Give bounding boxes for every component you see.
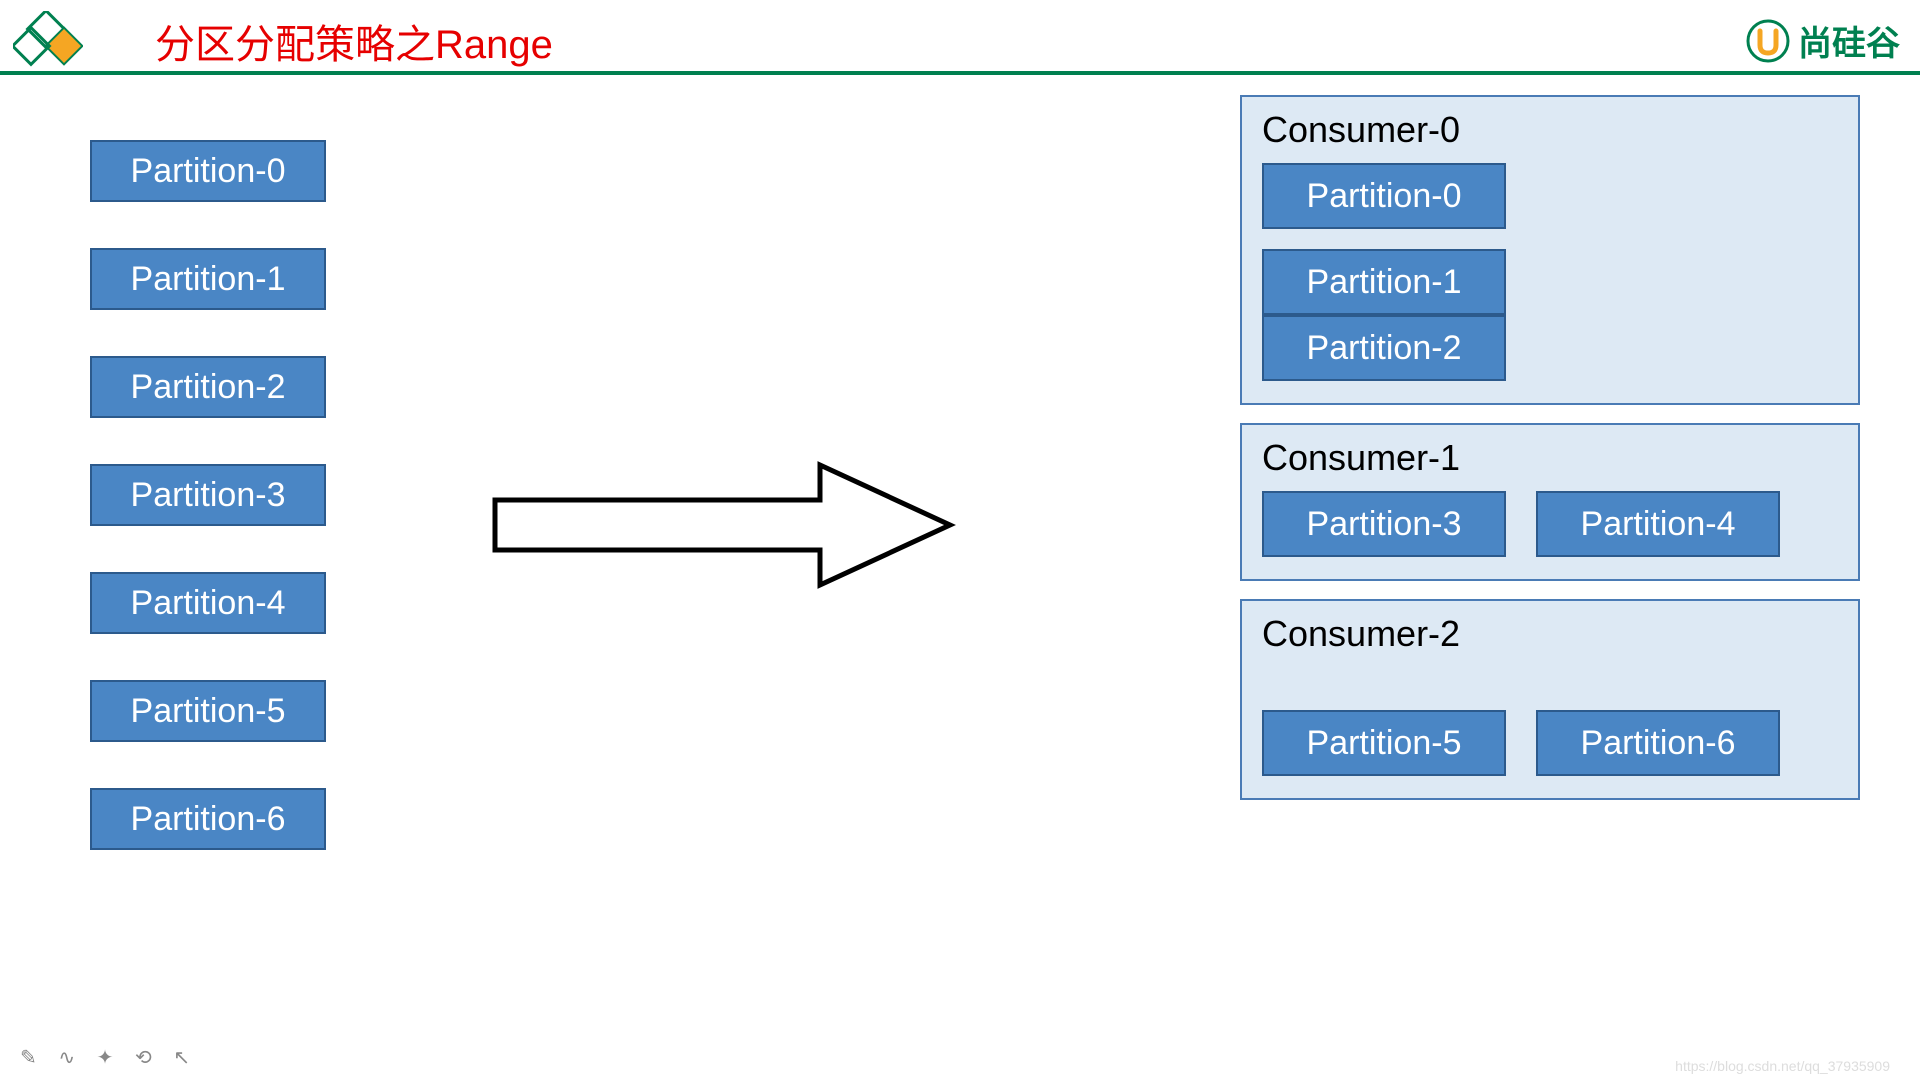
source-partition-3: Partition-3 xyxy=(90,464,326,526)
logo-left-icon xyxy=(10,8,85,73)
slide-header: 分区分配策略之Range 尚硅谷 xyxy=(0,0,1920,75)
consumer-box-0: Consumer-0 Partition-0 Partition-1Partitio… xyxy=(1240,95,1860,405)
consumer-2-partition-0-1: Partition-6 xyxy=(1536,710,1780,776)
source-partition-4: Partition-4 xyxy=(90,572,326,634)
consumer-1-partition-0-1: Partition-4 xyxy=(1536,491,1780,557)
slide-title: 分区分配策略之Range xyxy=(155,12,553,70)
slide-content: Partition-0Partition-1Partition-2Partiti… xyxy=(0,75,1920,1080)
footer-tool-icons: ✎ ∿ ✦ ⟲ ↖ xyxy=(20,1045,198,1070)
source-partition-5: Partition-5 xyxy=(90,680,326,742)
consumer-0-partition-1-1: Partition-2 xyxy=(1262,315,1506,381)
consumer-title-0: Consumer-0 xyxy=(1262,109,1838,151)
consumer-box-1: Consumer-1 Partition-3 Partition-4 xyxy=(1240,423,1860,581)
consumer-title-2: Consumer-2 xyxy=(1262,613,1838,655)
assignment-arrow xyxy=(490,455,960,600)
consumer-0-partition-1-0: Partition-1 xyxy=(1262,249,1506,315)
source-partition-1: Partition-1 xyxy=(90,248,326,310)
consumer-1-partition-0-0: Partition-3 xyxy=(1262,491,1506,557)
consumer-group: Consumer-0Partition-0Partition-1Partitio… xyxy=(1240,95,1860,800)
brand-icon xyxy=(1746,19,1790,63)
consumer-title-1: Consumer-1 xyxy=(1262,437,1838,479)
brand-text: 尚硅谷 xyxy=(1798,16,1900,65)
consumer-box-2: Consumer-2 Partition-5 Partition-6 xyxy=(1240,599,1860,800)
consumer-0-partition-0-0: Partition-0 xyxy=(1262,163,1506,229)
source-partition-6: Partition-6 xyxy=(90,788,326,850)
consumer-2-partition-0-0: Partition-5 xyxy=(1262,710,1506,776)
source-partition-list: Partition-0 Partition-1 Partition-2 Partiti… xyxy=(90,140,326,850)
brand-logo: 尚硅谷 xyxy=(1746,16,1900,65)
watermark-text: https://blog.csdn.net/qq_37935909 xyxy=(1675,1058,1890,1074)
source-partition-2: Partition-2 xyxy=(90,356,326,418)
source-partition-0: Partition-0 xyxy=(90,140,326,202)
